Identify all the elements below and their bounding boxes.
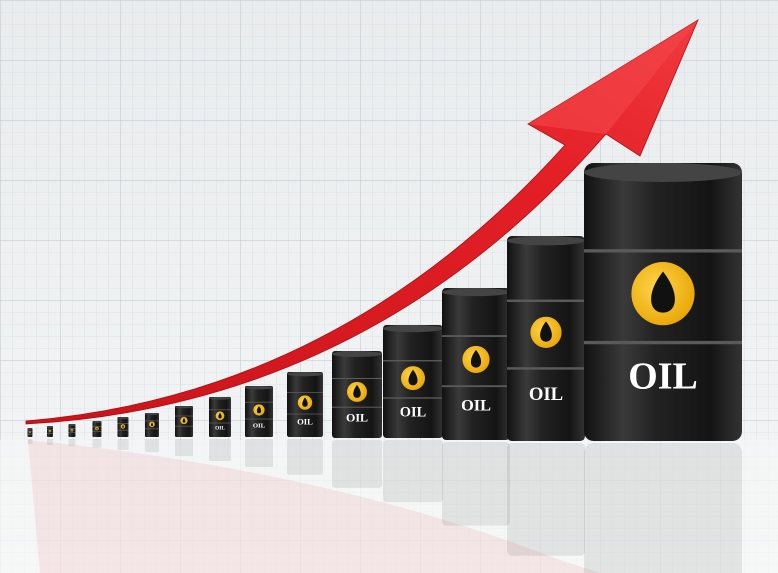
barrel-top [93,421,102,423]
barrel-rib [584,249,742,252]
barrel-label: OIL [253,422,266,429]
barrel-reflection [383,440,443,502]
barrel-top [209,397,231,400]
barrel-rib [118,423,129,424]
barrel-top [507,236,585,245]
barrel-reflection [145,439,159,452]
barrel-rib [584,341,742,344]
barrel-top [383,325,443,332]
barrel: OIL [383,325,443,502]
barrel-top [442,288,510,296]
barrel-rib [145,428,159,429]
barrel [145,413,159,452]
barrel-rib [287,414,323,415]
barrel-reflection [118,439,129,450]
barrel-rib [118,430,129,431]
barrel [93,421,102,448]
barrel-rib [175,416,193,417]
barrel-label: OIL [400,404,426,420]
barrel-rib [245,402,273,403]
barrel-top [69,424,76,426]
barrel: OIL [245,386,273,467]
barrel-rib [209,423,231,424]
barrel-top [287,372,323,376]
barrel-reflection [28,439,33,444]
barrel-label: OIL [346,411,368,425]
barrel: OIL [584,163,742,573]
barrel: OIL [287,372,323,475]
barrel-reflection [584,443,742,573]
barrel-rib [245,419,273,420]
barrel [47,426,53,445]
barrel-rib [93,426,102,427]
barrel-rib [145,420,159,421]
barrel-rib [28,434,33,435]
barrel: OIL [209,397,231,461]
barrel-reflection [175,439,193,456]
barrel: OIL [507,236,585,556]
barrel-rib [383,397,443,398]
barrel-rib [175,426,193,427]
barrel-top [47,426,53,428]
barrel-label: OIL [297,417,313,427]
barrel [69,424,76,446]
barrel-rib [209,409,231,410]
barrel-top [245,386,273,389]
barrel-top [118,417,129,419]
barrel-rib [47,433,53,434]
barrel-rib [287,392,323,393]
barrel-top [584,163,742,182]
barrel-reflection [69,439,76,446]
barrel-top [175,406,193,408]
barrel [118,417,129,450]
barrel-rib [383,360,443,361]
scene: OIL OIL OIL OIL OIL OIL OIL OIL [0,0,778,573]
barrel [28,428,33,444]
barrel-rib [442,335,510,337]
barrel-rib [332,378,382,379]
barrel-reflection [245,439,273,467]
barrel-rib [69,432,76,433]
barrel-rib [507,300,585,302]
barrel: OIL [442,288,510,526]
barrel-top [145,413,159,415]
barrel-label: OIL [215,425,225,431]
barrel [175,406,193,456]
barrel-rib [93,431,102,432]
barrel-reflection [442,442,510,526]
barrel-rib [332,407,382,408]
barrel-top [28,428,33,430]
barrel: OIL [332,351,382,488]
barrel-top [332,351,382,357]
barrel-reflection [47,439,53,445]
barrel-reflection [332,440,382,488]
barrel-rib [442,385,510,387]
barrel-label: OIL [529,384,563,405]
barrel-reflection [507,443,585,556]
barrel-reflection [209,439,231,461]
barrel-reflection [93,439,102,448]
barrel-label: OIL [628,356,698,398]
barrel-rib [507,367,585,369]
barrel-reflection [287,439,323,475]
barrel-label: OIL [461,395,491,414]
